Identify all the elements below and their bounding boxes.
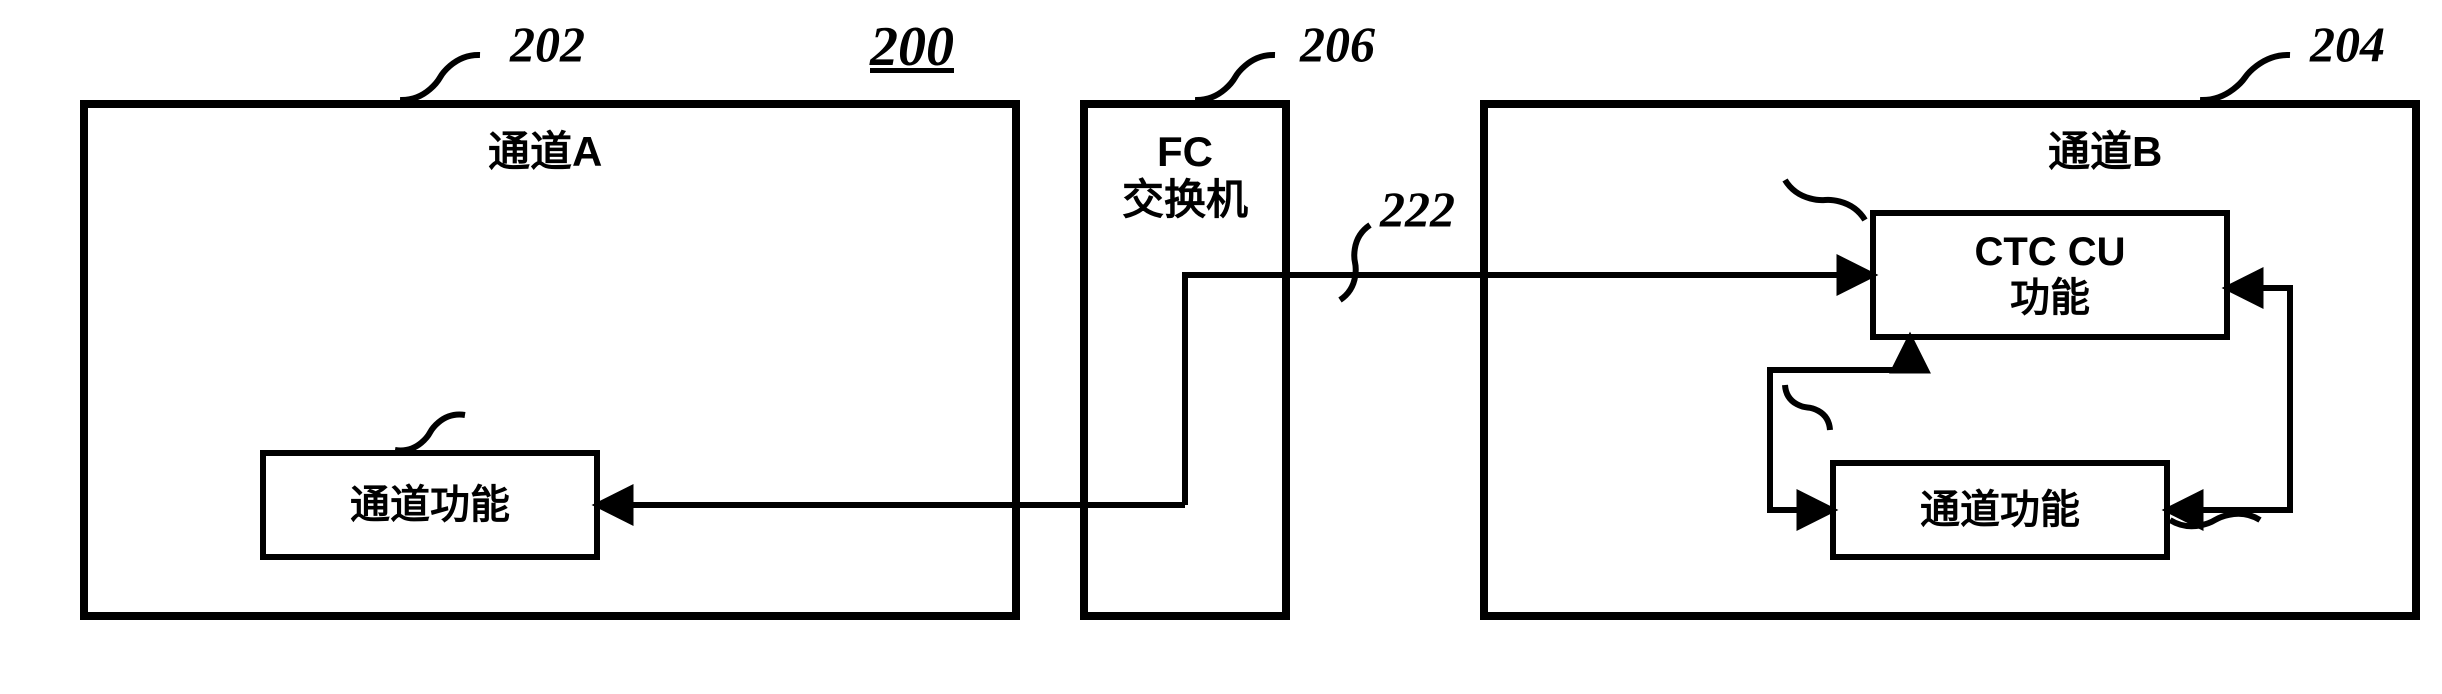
ref-202: 202 bbox=[510, 15, 585, 73]
channel-func-b-box: 通道功能 bbox=[1830, 460, 2170, 560]
channel-func-a-title: 通道功能 bbox=[266, 482, 594, 528]
ref-206: 206 bbox=[1300, 15, 1375, 73]
ctc-cu-box: CTC CU 功能 bbox=[1870, 210, 2230, 340]
channel-func-b-title: 通道功能 bbox=[1836, 487, 2164, 533]
fc-switch-title: FC 交换机 bbox=[1088, 128, 1282, 225]
fc-switch-box: FC 交换机 bbox=[1080, 100, 1290, 620]
figure-number: 200 bbox=[870, 15, 954, 79]
channel-func-a-box: 通道功能 bbox=[260, 450, 600, 560]
ref-204: 204 bbox=[2310, 15, 2385, 73]
ctc-cu-title: CTC CU 功能 bbox=[1876, 229, 2224, 321]
channel-a-title: 通道A bbox=[488, 128, 602, 176]
ref-222: 222 bbox=[1380, 180, 1455, 238]
channel-b-title: 通道B bbox=[2048, 128, 2162, 176]
